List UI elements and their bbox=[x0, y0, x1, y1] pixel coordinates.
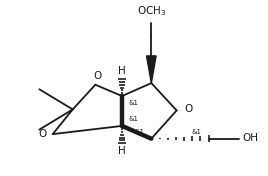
Text: &1: &1 bbox=[135, 129, 145, 135]
Text: H: H bbox=[118, 146, 126, 156]
Text: &1: &1 bbox=[129, 100, 139, 106]
Text: &1: &1 bbox=[192, 129, 202, 135]
Text: O: O bbox=[38, 129, 47, 139]
Text: O: O bbox=[93, 71, 102, 81]
Polygon shape bbox=[147, 56, 156, 83]
Text: &1: &1 bbox=[129, 116, 139, 122]
Text: H: H bbox=[118, 67, 126, 77]
Text: OH: OH bbox=[243, 133, 259, 143]
Text: O: O bbox=[184, 104, 192, 114]
Text: OCH$_3$: OCH$_3$ bbox=[137, 4, 166, 18]
